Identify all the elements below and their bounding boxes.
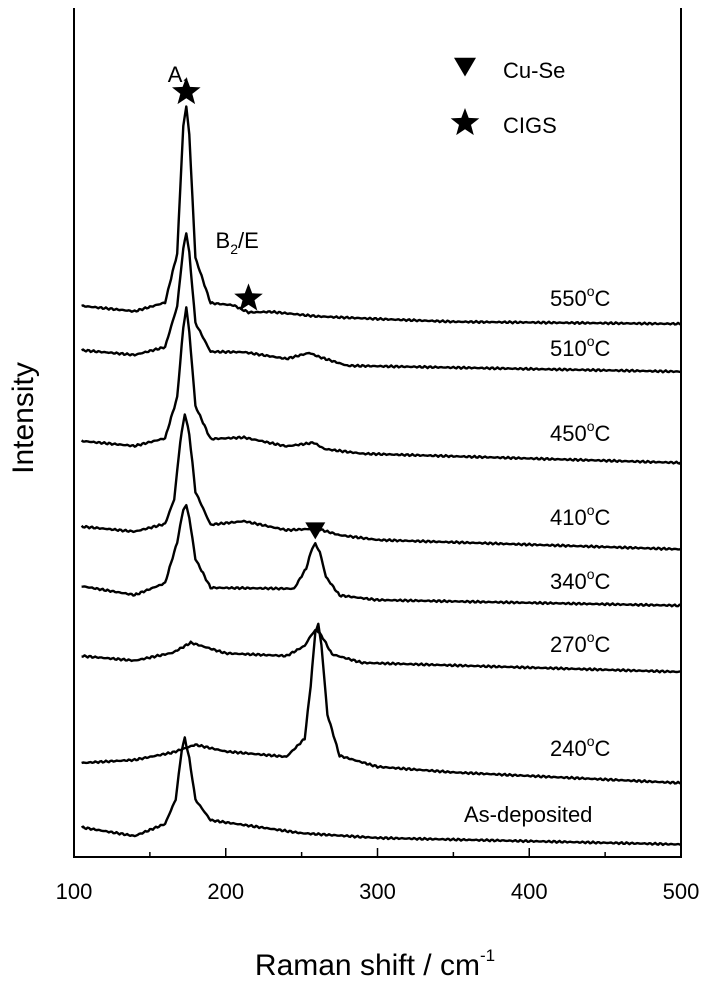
x-axis-title: Raman shift / cm-1 [255, 946, 495, 982]
peak-label: A1 [168, 62, 191, 91]
series-label: 270oC [550, 629, 611, 657]
x-tick-label: 100 [56, 879, 93, 904]
series-line [81, 504, 682, 608]
x-axis-title-sup: -1 [480, 946, 495, 965]
peak-markers: A1 B2/E [168, 62, 326, 540]
cu-se-triangle-marker [305, 522, 326, 540]
legend: Cu-Se CIGS [450, 57, 565, 138]
peak-label: B2/E [216, 228, 259, 257]
legend-label: CIGS [503, 113, 557, 138]
series-label: 450oC [550, 418, 611, 446]
series-line [80, 306, 682, 465]
x-tick-label: 500 [663, 879, 700, 904]
x-tick-label: 400 [511, 879, 548, 904]
series-line [81, 232, 682, 374]
series-label: 240oC [550, 733, 611, 761]
cigs-star-marker [172, 77, 201, 105]
legend-triangle-icon [454, 57, 476, 77]
legend-label: Cu-Se [503, 58, 565, 83]
x-axis-ticks: 100 200 300 400 500 [56, 848, 700, 904]
series-label: 550oC [550, 283, 611, 311]
cigs-star-marker [234, 283, 263, 311]
series-line [81, 628, 682, 674]
series-line [81, 622, 682, 785]
x-tick-label: 300 [359, 879, 396, 904]
curve-labels: 550oC 510oC 450oC 410oC 340oC 270oC 240oC As-de… [464, 283, 611, 827]
series-label: 410oC [550, 502, 611, 530]
legend-star-icon [450, 108, 480, 136]
series-line [80, 413, 682, 551]
series-line [81, 105, 682, 326]
series-label: As-deposited [464, 802, 592, 827]
series-line [80, 736, 682, 847]
series-label: 340oC [550, 566, 611, 594]
x-tick-label: 200 [207, 879, 244, 904]
curves [80, 105, 682, 847]
series-label: 510oC [550, 333, 611, 361]
y-axis-title: Intensity [7, 362, 40, 474]
